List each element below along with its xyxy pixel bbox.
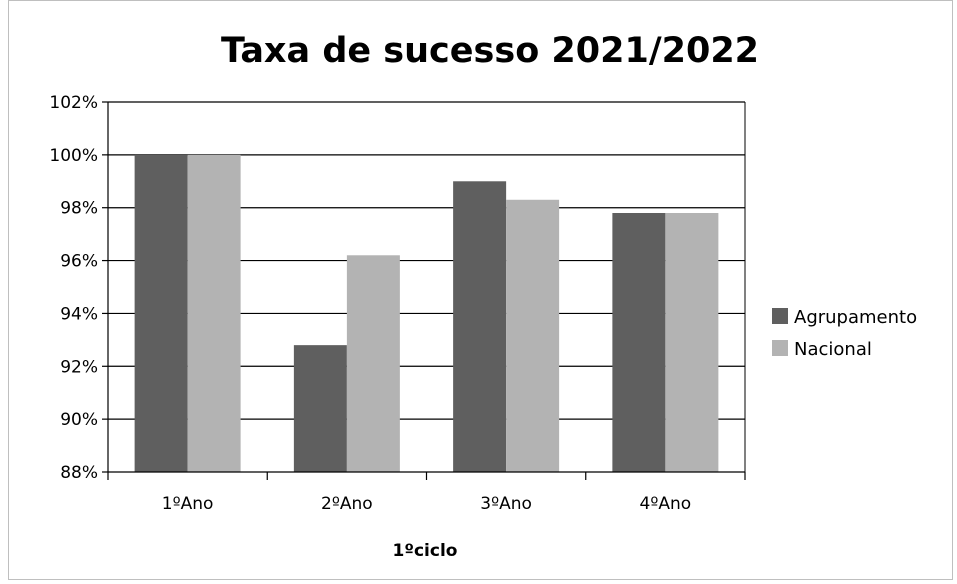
x-tick-label: 2ºAno — [321, 494, 373, 514]
y-tick-label: 88% — [60, 463, 98, 483]
x-axis-title: 1ºciclo — [393, 541, 458, 561]
y-tick-label: 98% — [60, 199, 98, 219]
x-tick-label: 1ºAno — [162, 494, 214, 514]
bar-agrupamento-1 — [134, 154, 188, 472]
chart-title: Taxa de sucesso 2021/2022 — [221, 31, 759, 71]
y-tick-label: 90% — [60, 410, 98, 430]
x-tick-label: 4ºAno — [640, 494, 692, 514]
y-tick-label: 94% — [60, 304, 98, 324]
x-tick-label: 3ºAno — [480, 494, 532, 514]
legend-label-agrupamento: Agrupamento — [794, 307, 917, 328]
bars — [134, 154, 719, 473]
legend-label-nacional: Nacional — [794, 339, 872, 360]
y-tick-labels: 88% 90% 92% 94% 96% 98% 100% 102% — [49, 93, 98, 483]
bar-nacional-3 — [506, 199, 560, 473]
bar-agrupamento-4 — [612, 213, 666, 472]
y-tick-label: 92% — [60, 357, 98, 377]
legend-swatch-nacional — [772, 340, 788, 356]
bar-nacional-1 — [187, 154, 241, 472]
y-tick-label: 96% — [60, 252, 98, 272]
y-tick-label: 100% — [49, 146, 98, 166]
legend-swatch-agrupamento — [772, 308, 788, 324]
y-tick-label: 102% — [49, 93, 98, 113]
x-tick-labels: 1ºAno 2ºAno 3ºAno 4ºAno — [162, 494, 691, 514]
bar-agrupamento-3 — [453, 181, 507, 473]
bar-nacional-4 — [665, 213, 719, 472]
axes — [102, 101, 746, 480]
legend: Agrupamento Nacional — [772, 307, 917, 360]
bar-agrupamento-2 — [293, 345, 347, 472]
bar-nacional-2 — [346, 255, 400, 472]
